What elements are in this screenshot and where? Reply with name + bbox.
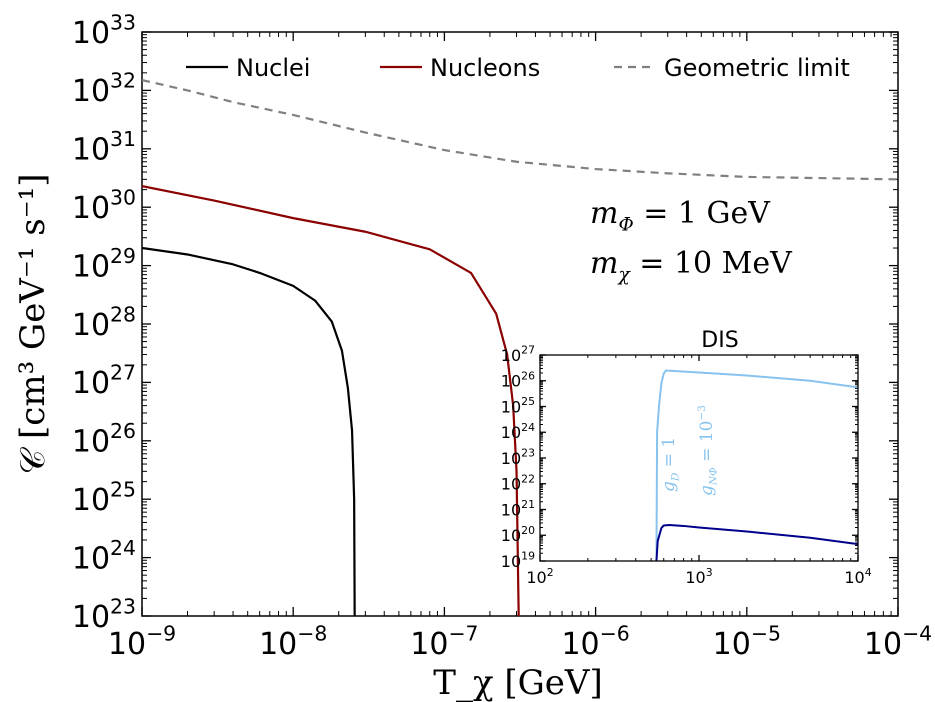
inset-x-tick-labels: 102 103 104 (526, 566, 871, 587)
x-tick-label: 102 (526, 566, 553, 587)
y-tick-label: 1023 (501, 447, 535, 468)
legend: Nuclei Nucleons Geometric limit (186, 54, 850, 82)
y-tick-label: 1027 (72, 361, 136, 402)
y-tick-label: 1019 (501, 550, 535, 571)
legend-label-1: Nucleons (430, 54, 540, 82)
y-axis-title: 𝒞 [cm³ GeV⁻¹ s⁻¹] (13, 173, 53, 474)
main-x-tick-labels: 10−9 10−8 10−7 10−6 10−5 10−4 (108, 622, 932, 663)
curve-label-gnphi: gNΦ = 10−3 (696, 405, 719, 496)
main-series (142, 79, 898, 616)
annotation-m-phi: mΦ = 1 GeV (590, 196, 771, 236)
y-tick-label: 1032 (72, 69, 136, 110)
y-tick-label: 1024 (72, 536, 136, 577)
y-tick-label: 1020 (501, 524, 535, 545)
y-tick-label: 1030 (72, 186, 136, 227)
annotation-m-chi: mχ = 10 MeV (590, 246, 793, 286)
inset-title: DIS (701, 328, 738, 353)
x-tick-label: 10−5 (713, 622, 781, 663)
inset-series (655, 369, 858, 561)
series-line-1 (142, 185, 520, 616)
y-tick-label: 1027 (501, 344, 535, 365)
legend-label-2: Geometric limit (664, 54, 850, 82)
x-tick-label: 10−4 (864, 622, 932, 663)
inset-y-tick-labels: 1019 1020 1021 1022 1023 1024 1025 1026 1027 (501, 344, 535, 571)
legend-label-0: Nuclei (236, 54, 310, 82)
x-tick-label: 10−8 (259, 622, 327, 663)
series-line-1 (655, 524, 858, 561)
main-major-ticks (141, 31, 899, 617)
inset-plot-area (539, 354, 859, 562)
y-tick-label: 1025 (72, 478, 136, 519)
main-plot: 10−9 10−8 10−7 10−6 10−5 10−4 102310241025102… (13, 10, 932, 702)
y-tick-label: 1026 (72, 419, 136, 460)
x-axis-title: T_χ [GeV] (433, 663, 602, 702)
y-tick-label: 1033 (72, 10, 136, 51)
curve-label-gd: gD = 1 (659, 437, 681, 492)
series-line-0 (142, 246, 356, 616)
y-tick-label: 1024 (501, 421, 535, 442)
y-tick-label: 1021 (501, 498, 535, 519)
series-line-0 (655, 369, 858, 561)
series-line-2 (142, 79, 898, 181)
y-tick-label: 1029 (72, 244, 136, 285)
y-tick-label: 1022 (501, 472, 535, 493)
annotations: mΦ = 1 GeV mχ = 10 MeV (590, 196, 793, 286)
inset-curve-labels: gD = 1 gNΦ = 10−3 (659, 405, 719, 496)
main-minor-ticks (142, 32, 898, 616)
y-tick-label: 1025 (501, 395, 535, 416)
x-tick-label: 10−7 (410, 622, 478, 663)
x-tick-label: 10−9 (108, 622, 176, 663)
inset-plot: 102 103 104 101910201021102210231024102510… (501, 328, 872, 587)
main-y-tick-labels: 1023 1024 1025 1026 1027 1028 1029 1030 1031 1032… (72, 10, 136, 635)
y-tick-label: 1026 (501, 369, 535, 390)
x-tick-label: 10−6 (561, 622, 629, 663)
x-tick-label: 103 (685, 566, 712, 587)
y-tick-label: 1031 (72, 127, 136, 168)
y-tick-label: 1028 (72, 302, 136, 343)
x-tick-label: 104 (844, 566, 871, 587)
y-tick-label: 1023 (72, 594, 136, 635)
